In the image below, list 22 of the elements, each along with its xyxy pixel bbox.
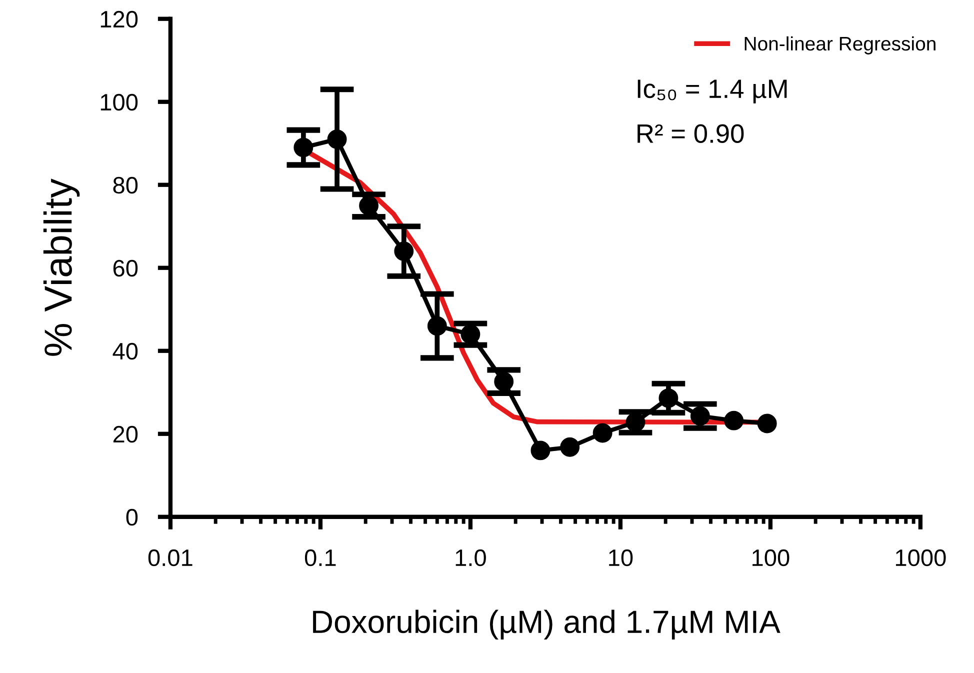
annotation: R² = 0.90 xyxy=(638,124,744,143)
y-tick-label: 60 xyxy=(113,260,138,277)
point xyxy=(592,423,612,443)
y-tick-label: 0 xyxy=(126,508,138,526)
x-tick-label: 100 xyxy=(752,549,790,566)
y-tick-label: 40 xyxy=(112,342,138,360)
point xyxy=(757,414,777,434)
legend-label: Non-linear Regression xyxy=(744,36,936,54)
annotation: Ic₅₀ = 1.4 µM xyxy=(638,80,787,104)
y-tick-label: 80 xyxy=(113,176,138,194)
y-tick-label: 120 xyxy=(100,10,138,28)
x-tick-label: 0.01 xyxy=(148,549,192,566)
x-tick-label: 10 xyxy=(609,549,633,566)
x-axis-title: Doxorubicin (µM) and 1.7µM MIA xyxy=(313,610,780,640)
y-tick-label: 20 xyxy=(113,426,138,443)
y-tick-label: 100 xyxy=(100,94,138,111)
y-axis-title: % Viability xyxy=(43,178,80,356)
point xyxy=(724,410,744,430)
x-tick-label: 1.0 xyxy=(456,549,486,566)
x-tick-label: 0.1 xyxy=(304,549,336,566)
point xyxy=(560,437,580,457)
x-tick-label: 1000 xyxy=(896,549,946,566)
